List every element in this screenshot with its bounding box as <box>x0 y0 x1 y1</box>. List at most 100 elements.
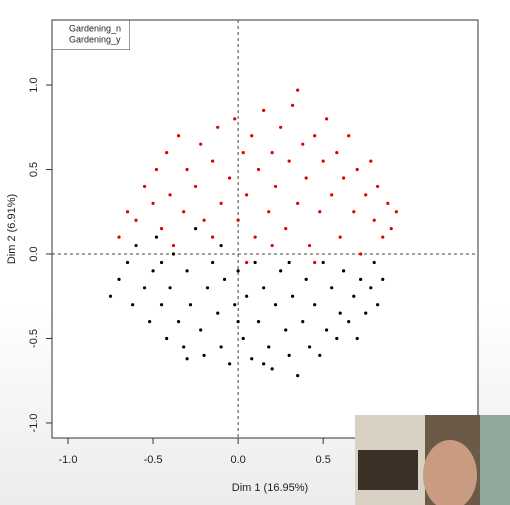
legend-label: Gardening_n <box>69 23 121 33</box>
point <box>211 235 215 239</box>
point <box>279 269 283 273</box>
point <box>307 345 312 349</box>
point <box>359 277 363 281</box>
point <box>193 227 198 231</box>
point <box>381 235 385 239</box>
x-axis-label: Dim 1 (16.95%) <box>232 482 308 494</box>
point <box>219 345 223 349</box>
point <box>185 167 189 172</box>
point <box>307 243 312 248</box>
point <box>159 260 164 265</box>
point <box>270 367 274 371</box>
point <box>335 151 339 155</box>
point <box>188 303 193 307</box>
point <box>228 176 232 180</box>
point <box>131 303 135 307</box>
point <box>372 260 376 265</box>
point <box>245 294 249 298</box>
y-axis-label: Dim 2 (6.91%) <box>6 194 18 264</box>
point <box>347 319 351 324</box>
point <box>301 142 305 146</box>
webcam-window <box>480 415 510 505</box>
point <box>359 252 363 256</box>
point <box>241 336 245 341</box>
point <box>236 218 240 222</box>
point <box>273 184 278 189</box>
y-tick-label: -0.5 <box>28 329 40 348</box>
point <box>389 227 393 231</box>
point <box>171 243 176 248</box>
point <box>284 227 288 231</box>
point <box>279 125 283 129</box>
point <box>185 269 189 273</box>
point <box>267 210 271 214</box>
point <box>182 210 186 214</box>
point <box>228 362 232 366</box>
point <box>364 311 368 315</box>
point <box>369 159 373 163</box>
point <box>376 303 380 307</box>
point <box>233 117 237 121</box>
point <box>250 134 254 138</box>
webcam-overlay <box>355 415 510 505</box>
point <box>219 201 223 205</box>
point <box>369 286 373 290</box>
point <box>165 151 169 155</box>
point <box>296 201 300 205</box>
point <box>347 134 351 138</box>
point <box>335 336 339 341</box>
point <box>262 108 266 112</box>
y-tick-label: 0.0 <box>28 246 40 261</box>
point <box>330 193 334 197</box>
point <box>273 303 278 307</box>
legend-label: Gardening_y <box>69 34 121 44</box>
point <box>324 328 329 332</box>
point <box>193 184 198 189</box>
point <box>355 167 359 172</box>
legend-box <box>52 20 130 50</box>
point <box>151 201 155 205</box>
x-tick-label: 0.5 <box>316 454 331 466</box>
point <box>318 353 322 357</box>
point <box>313 303 317 307</box>
point <box>372 218 376 222</box>
point <box>159 227 164 231</box>
point <box>148 319 152 324</box>
point <box>202 218 206 222</box>
point <box>199 328 203 332</box>
point <box>117 235 121 239</box>
point <box>250 357 254 361</box>
point <box>352 294 356 298</box>
point <box>330 286 334 290</box>
point <box>352 210 356 214</box>
x-tick-label: -0.5 <box>144 454 163 466</box>
point <box>154 167 159 172</box>
point <box>211 260 215 265</box>
webcam-shelf <box>358 450 418 490</box>
point <box>168 286 172 290</box>
point <box>108 294 113 298</box>
point <box>386 201 390 205</box>
point <box>341 176 346 180</box>
point <box>321 159 325 163</box>
point <box>287 260 291 265</box>
point <box>245 260 249 265</box>
webcam-face <box>423 440 477 505</box>
point <box>171 252 176 256</box>
point <box>159 303 164 307</box>
x-tick-label: -1.0 <box>59 454 78 466</box>
point <box>236 319 240 324</box>
point <box>233 303 237 307</box>
point <box>364 193 368 197</box>
plot-frame <box>51 19 479 439</box>
point <box>185 357 189 361</box>
point <box>168 193 172 197</box>
point <box>290 294 295 298</box>
point <box>176 134 181 138</box>
point <box>241 151 245 155</box>
point <box>219 243 223 248</box>
point <box>355 336 359 341</box>
point <box>287 159 291 163</box>
point <box>287 353 291 357</box>
